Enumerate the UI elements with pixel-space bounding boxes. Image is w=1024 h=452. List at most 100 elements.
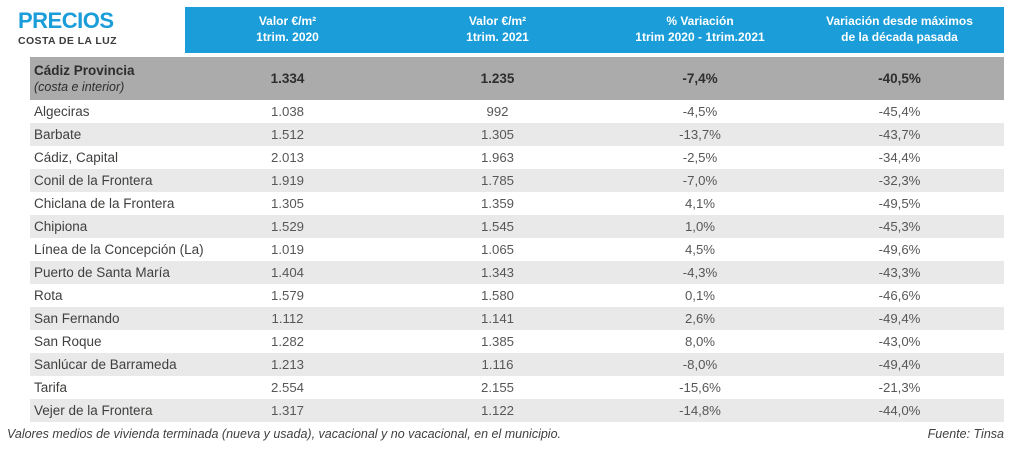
municipality-name: Chipiona (34, 219, 88, 234)
table-row: Vejer de la Frontera 1.317 1.122 -14,8% -44,… (30, 399, 1004, 422)
municipality-name: San Fernando (34, 311, 120, 326)
cell-value: 2,6% (684, 311, 716, 326)
cell-value: -43,0% (878, 334, 921, 349)
cell-value: 8,0% (684, 334, 716, 349)
table-body: Algeciras 1.038 992 -4,5% -45,4% Barbate 1.512… (30, 100, 1004, 422)
table-row: Barbate 1.512 1.305 -13,7% -43,7% (30, 123, 1004, 146)
province-variation-max: -40,5% (878, 71, 921, 86)
cell-value: -15,6% (679, 380, 721, 395)
cell-value: 1,0% (684, 219, 716, 234)
cell-value: 1.963 (480, 150, 514, 165)
table-row: Conil de la Frontera 1.919 1.785 -7,0% -32,3… (30, 169, 1004, 192)
cell-value: 1.785 (480, 173, 514, 188)
cell-value: 1.579 (270, 288, 304, 303)
table-row: Línea de la Concepción (La) 1.019 1.065 4,5… (30, 238, 1004, 261)
cell-value: 1.545 (480, 219, 514, 234)
title-costa-de-la-luz: COSTA DE LA LUZ (18, 35, 117, 47)
table-header-row: Valor €/m² 1trim. 2020 Valor €/m² 1trim.… (185, 7, 1004, 53)
cell-value: -8,0% (682, 357, 718, 372)
cell-value: 2.155 (480, 380, 514, 395)
cell-value: -49,4% (878, 311, 921, 326)
cell-value: -21,3% (878, 380, 921, 395)
province-name-label: Cádiz Provincia (34, 62, 135, 78)
province-value-2020: 1.334 (270, 71, 305, 86)
cell-value: -4,5% (682, 104, 718, 119)
cell-value: 1.282 (270, 334, 304, 349)
cell-value: -43,7% (878, 127, 921, 142)
cell-value: 1.919 (270, 173, 304, 188)
cell-value: 1.122 (480, 403, 514, 418)
header-variacion: % Variación 1trim 2020 - 1trim.2021 (605, 14, 795, 45)
municipality-name: Puerto de Santa María (34, 265, 170, 280)
cell-value: -13,7% (679, 127, 721, 142)
cell-value: 1.112 (271, 311, 304, 326)
municipality-name: Rota (34, 288, 63, 303)
cell-value: 1.404 (270, 265, 304, 280)
cell-value: 2.554 (270, 380, 304, 395)
header-line: Variación desde máximos (826, 14, 973, 29)
province-summary-row: Cádiz Provincia (costa e interior) 1.334… (30, 57, 1004, 100)
cell-value: 1.116 (481, 357, 514, 372)
cell-value: -2,5% (682, 150, 718, 165)
province-variation: -7,4% (682, 71, 718, 86)
cell-value: 1.529 (270, 219, 304, 234)
table-row: Sanlúcar de Barrameda 1.213 1.116 -8,0% -49,… (30, 353, 1004, 376)
cell-value: 1.317 (270, 403, 304, 418)
cell-value: -34,4% (878, 150, 921, 165)
cell-value: 1.359 (480, 196, 514, 211)
table-row: Chipiona 1.529 1.545 1,0% -45,3% (30, 215, 1004, 238)
header-line: Valor €/m² (258, 14, 317, 29)
cell-value: 1.019 (270, 242, 304, 257)
cell-value: 0,1% (684, 288, 716, 303)
header-line: 1trim 2020 - 1trim.2021 (635, 30, 765, 44)
header-variacion-maximos: Variación desde máximos de la década pas… (795, 14, 1004, 45)
table-row: Puerto de Santa María 1.404 1.343 -4,3% -43,… (30, 261, 1004, 284)
municipality-name: Cádiz, Capital (34, 150, 119, 165)
source-text: Fuente: Tinsa (927, 427, 1004, 441)
province-value-2021: 1.235 (480, 71, 515, 86)
cell-value: -46,6% (878, 288, 921, 303)
cell-value: 1.512 (270, 127, 304, 142)
cell-value: 2.013 (270, 150, 304, 165)
table-row: Chiclana de la Frontera 1.305 1.359 4,1% -49… (30, 192, 1004, 215)
header-line: Valor €/m² (468, 14, 527, 29)
cell-value: -32,3% (878, 173, 921, 188)
municipality-name: Sanlúcar de Barrameda (34, 357, 177, 372)
cell-value: 1.065 (480, 242, 514, 257)
cell-value: 1.305 (270, 196, 304, 211)
cell-value: 4,5% (684, 242, 716, 257)
header-line: % Variación (666, 14, 734, 29)
footnote-text: Valores medios de vivienda terminada (nu… (7, 427, 562, 441)
cell-value: -4,3% (682, 265, 718, 280)
table-footer: Valores medios de vivienda terminada (nu… (7, 427, 1004, 441)
municipality-name: Conil de la Frontera (34, 173, 153, 188)
table-row: San Roque 1.282 1.385 8,0% -43,0% (30, 330, 1004, 353)
title-precios: PRECIOS (18, 8, 114, 33)
cell-value: 1.141 (480, 311, 514, 326)
cell-value: 1.343 (480, 265, 514, 280)
cell-value: 1.038 (270, 104, 304, 119)
cell-value: -49,5% (878, 196, 921, 211)
municipality-name: San Roque (34, 334, 102, 349)
header-line: de la década pasada (841, 30, 958, 44)
table-row: Algeciras 1.038 992 -4,5% -45,4% (30, 100, 1004, 123)
table-title: PRECIOS COSTA DE LA LUZ (18, 8, 117, 48)
cell-value: -43,3% (878, 265, 921, 280)
cell-value: -49,4% (878, 357, 921, 372)
municipality-name: Vejer de la Frontera (34, 403, 153, 418)
cell-value: 4,1% (684, 196, 716, 211)
cell-value: 1.213 (270, 357, 304, 372)
table-row: San Fernando 1.112 1.141 2,6% -49,4% (30, 307, 1004, 330)
cell-value: 1.305 (480, 127, 514, 142)
header-line: 1trim. 2021 (466, 30, 529, 44)
cell-value: 992 (486, 104, 509, 119)
municipality-name: Chiclana de la Frontera (34, 196, 175, 211)
table-row: Tarifa 2.554 2.155 -15,6% -21,3% (30, 376, 1004, 399)
municipality-name: Barbate (34, 127, 82, 142)
table-row: Rota 1.579 1.580 0,1% -46,6% (30, 284, 1004, 307)
cell-value: -7,0% (682, 173, 718, 188)
header-valor-2020: Valor €/m² 1trim. 2020 (185, 14, 390, 45)
header-valor-2021: Valor €/m² 1trim. 2021 (390, 14, 605, 45)
municipality-name: Algeciras (34, 104, 90, 119)
